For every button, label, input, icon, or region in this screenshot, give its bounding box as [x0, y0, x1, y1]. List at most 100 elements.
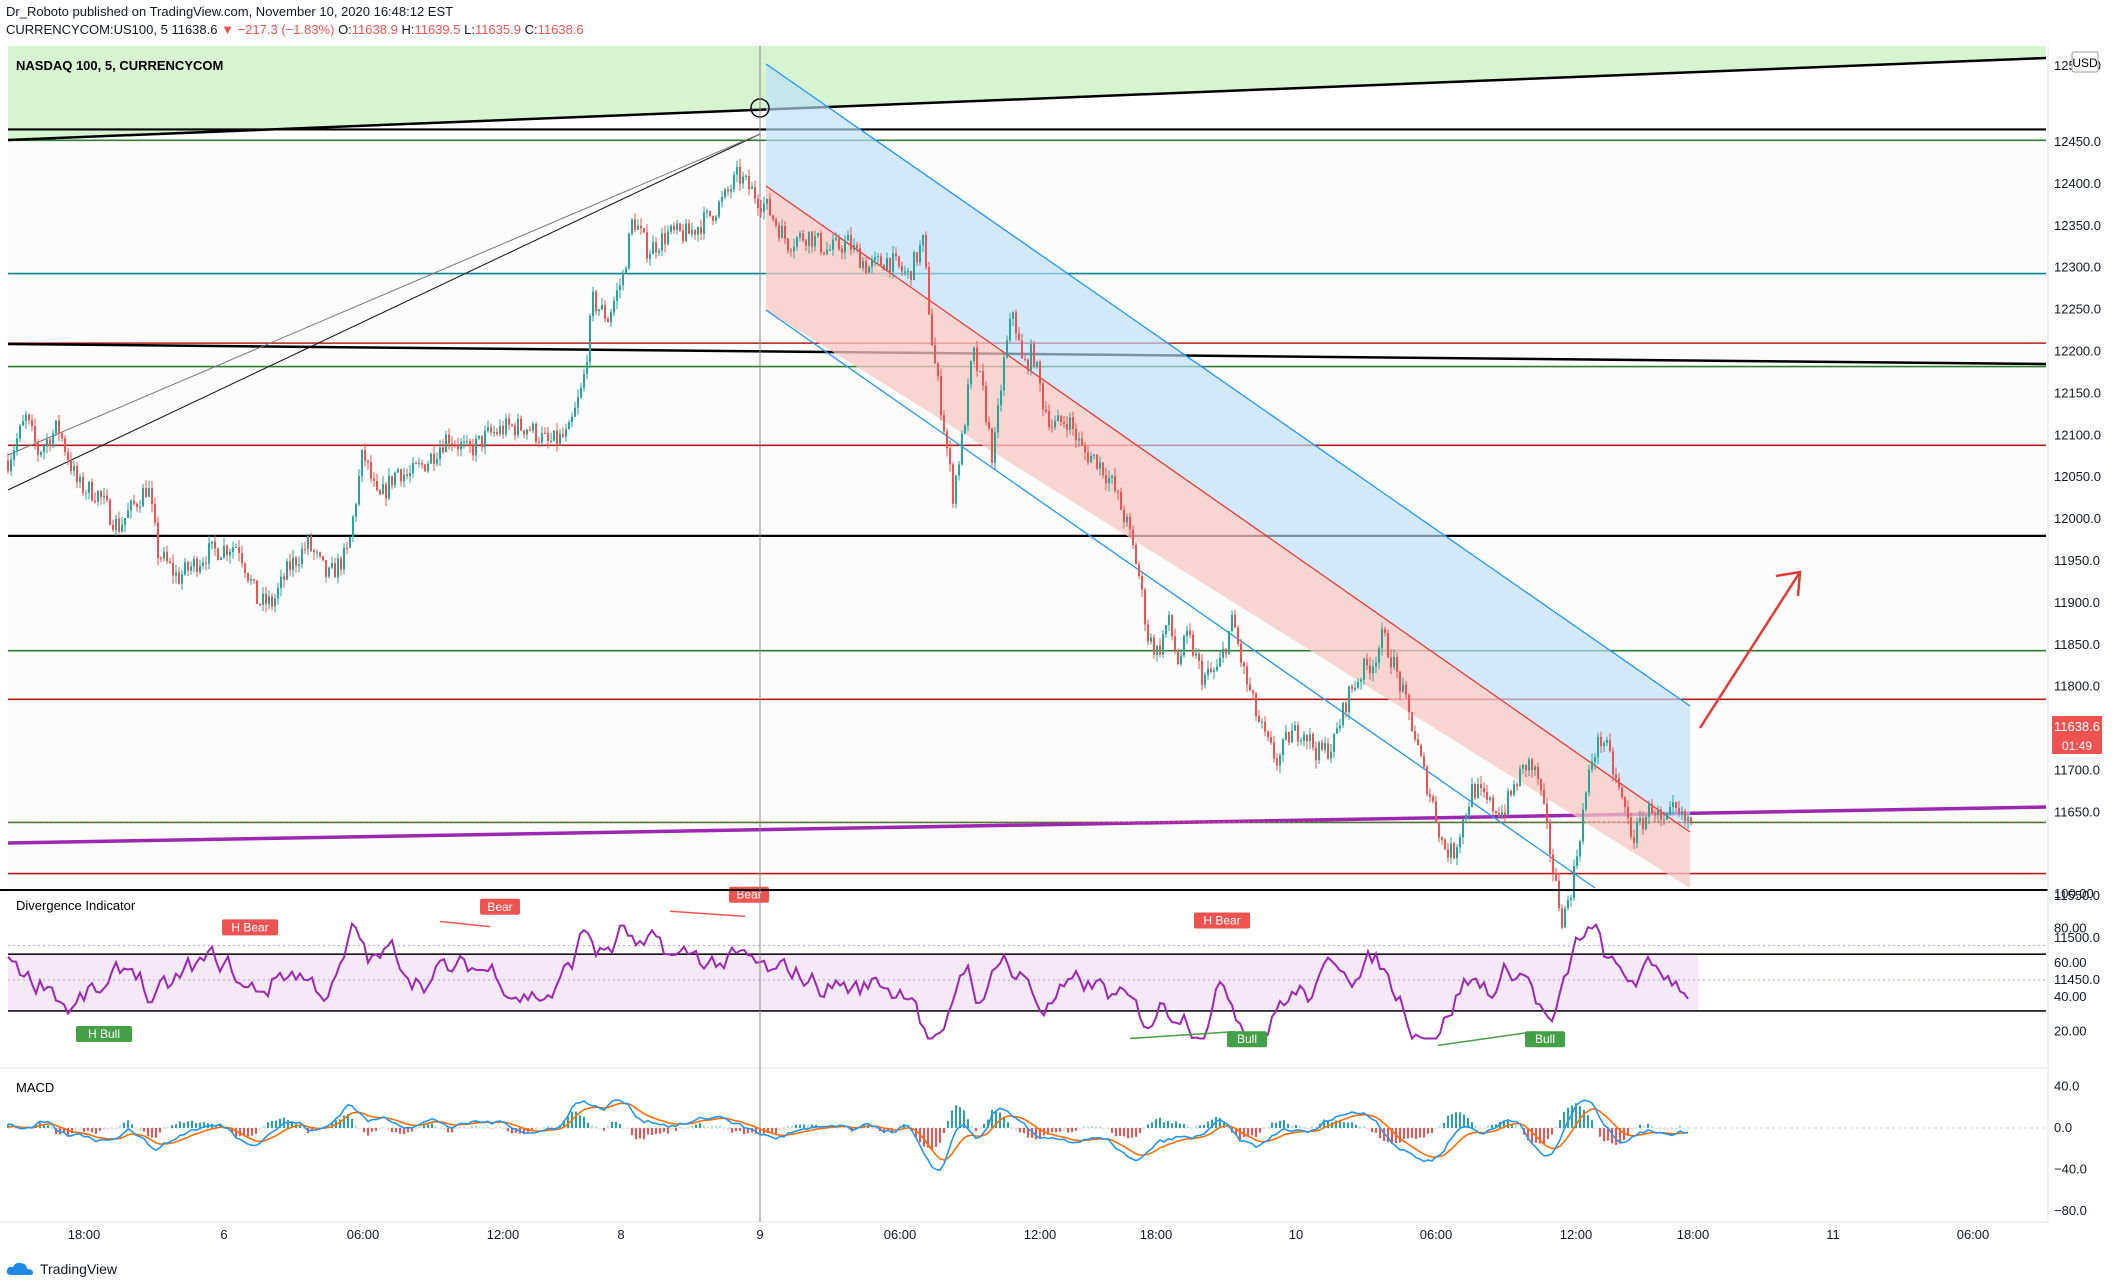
- candle-body: [43, 446, 45, 452]
- candle-body: [610, 312, 612, 322]
- candle-body: [814, 236, 816, 247]
- candle-body: [982, 370, 984, 386]
- candle-body: [397, 469, 399, 473]
- candle-body: [862, 261, 864, 269]
- candle-body: [559, 433, 561, 445]
- candle-body: [1510, 790, 1512, 795]
- close-value: 11638.6: [537, 22, 584, 37]
- macd-histogram-bar: [1299, 1125, 1301, 1128]
- candle-body: [541, 433, 543, 443]
- macd-histogram-bar: [47, 1125, 49, 1128]
- main-pane-title: NASDAQ 100, 5, CURRENCYCOM: [16, 58, 223, 73]
- candle-body: [1573, 866, 1575, 898]
- candle-body: [220, 557, 222, 560]
- price-tick: 11850.0: [2054, 637, 2100, 652]
- candle-body: [262, 593, 264, 605]
- candle-body: [1213, 670, 1215, 672]
- candle-body: [1324, 743, 1326, 750]
- candle-body: [154, 504, 156, 523]
- price-tick: 12250.0: [2054, 302, 2101, 317]
- candle-body: [1618, 778, 1620, 788]
- candle-body: [478, 435, 480, 439]
- candle-body: [391, 475, 393, 486]
- candle-body: [1222, 648, 1224, 658]
- macd-histogram-bar: [7, 1124, 9, 1128]
- candle-body: [1072, 417, 1074, 429]
- candle-body: [874, 256, 876, 261]
- candle-body: [475, 438, 477, 456]
- candle-body: [790, 250, 792, 252]
- candle-body: [454, 444, 456, 446]
- candle-body: [1000, 390, 1002, 406]
- macd-histogram-bar: [339, 1119, 341, 1128]
- candle-body: [1273, 742, 1275, 759]
- candle-body: [1450, 843, 1452, 858]
- candle-body: [565, 429, 567, 437]
- candle-body: [499, 425, 501, 435]
- candle-body: [727, 189, 729, 192]
- macd-histogram-bar: [507, 1128, 509, 1132]
- candle-body: [907, 271, 909, 273]
- price-tick: 12450.0: [2054, 134, 2101, 149]
- candle-body: [1492, 797, 1494, 812]
- candle-body: [1531, 759, 1533, 771]
- tradingview-logo[interactable]: TradingView: [6, 1258, 117, 1280]
- candle-body: [652, 242, 654, 255]
- macd-histogram-bar: [315, 1128, 317, 1131]
- candle-body: [1543, 790, 1545, 804]
- low-value: 11635.9: [474, 22, 521, 37]
- macd-histogram-bar: [1295, 1125, 1297, 1128]
- candle-body: [913, 252, 915, 280]
- candle-body: [919, 245, 921, 263]
- macd-histogram-bar: [55, 1128, 57, 1134]
- candle-body: [481, 435, 483, 447]
- candle-body: [1525, 764, 1527, 771]
- macd-histogram-bar: [1559, 1119, 1561, 1128]
- macd-histogram-bar: [1475, 1125, 1477, 1128]
- candle-body: [628, 233, 630, 269]
- candle-body: [1387, 632, 1389, 658]
- candle-body: [1327, 743, 1329, 759]
- candle-body: [106, 495, 108, 501]
- bear-label: Bear: [487, 900, 512, 914]
- macd-histogram-bar: [1531, 1128, 1533, 1143]
- candle-body: [553, 430, 555, 441]
- countdown-tag: [2052, 736, 2102, 754]
- candle-body: [1087, 452, 1089, 463]
- candle-body: [436, 459, 438, 464]
- macd-histogram-bar: [1219, 1117, 1221, 1128]
- currency-box[interactable]: [2071, 51, 2099, 73]
- candle-body: [1561, 908, 1563, 928]
- candle-body: [772, 215, 774, 220]
- candle-body: [700, 227, 702, 234]
- candle-body: [856, 244, 858, 249]
- macd-histogram-bar: [167, 1127, 169, 1129]
- candle-body: [1549, 821, 1551, 855]
- candle-body: [1270, 737, 1272, 743]
- candle-body: [1678, 807, 1680, 814]
- candle-body: [52, 433, 54, 447]
- candle-body: [277, 588, 279, 599]
- macd-histogram-bar: [1087, 1127, 1089, 1129]
- candle-body: [1675, 802, 1677, 808]
- candle-body: [109, 500, 111, 525]
- macd-histogram-bar: [1259, 1128, 1261, 1133]
- candle-body: [1429, 794, 1431, 797]
- macd-histogram-bar: [1047, 1128, 1049, 1135]
- candle-body: [1462, 819, 1464, 838]
- candle-body: [676, 223, 678, 230]
- candle-body: [1096, 454, 1098, 469]
- candle-body: [1279, 755, 1281, 766]
- time-tick: 11: [1826, 1227, 1840, 1242]
- time-tick: 8: [617, 1227, 624, 1242]
- candle-body: [880, 256, 882, 265]
- macd-histogram-bar: [1027, 1128, 1029, 1138]
- symbol-label[interactable]: CURRENCYCOM:US100, 5: [6, 22, 168, 37]
- candle-body: [1198, 653, 1200, 661]
- candle-body: [763, 203, 765, 212]
- candle-body: [1513, 784, 1515, 795]
- macd-histogram-bar: [1487, 1125, 1489, 1128]
- candle-body: [1081, 438, 1083, 446]
- candle-body: [985, 385, 987, 422]
